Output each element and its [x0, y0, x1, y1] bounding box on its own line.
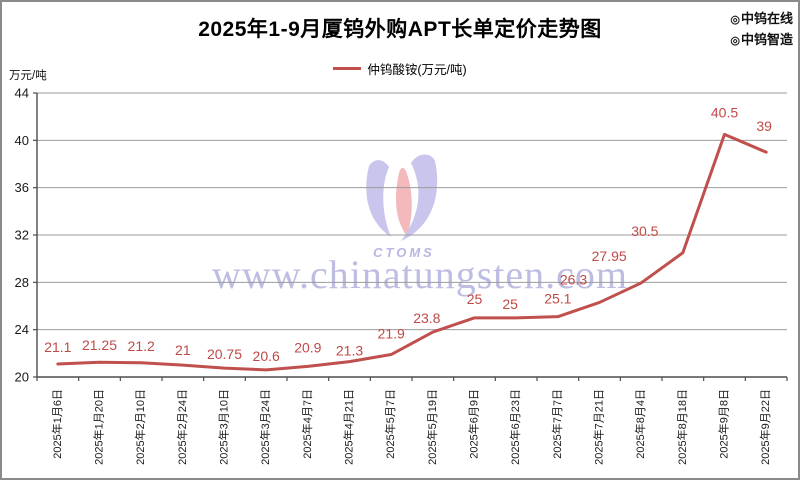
data-label: 21.3	[336, 343, 363, 359]
data-label: 21.1	[44, 339, 71, 355]
y-tick-label: 32	[15, 228, 29, 243]
x-tick-label: 2025年3月10日	[217, 389, 231, 465]
data-label: 20.6	[253, 348, 280, 364]
x-tick-label: 2025年8月18日	[675, 389, 689, 465]
x-tick-label: 2025年4月7日	[300, 389, 314, 459]
x-tick-label: 2025年4月21日	[342, 389, 356, 465]
data-label: 25	[502, 296, 518, 312]
legend: 仲钨酸铵(万元/吨)	[2, 59, 798, 78]
data-label: 21.25	[82, 337, 117, 353]
legend-label: 仲钨酸铵(万元/吨)	[367, 63, 467, 77]
data-label: 21.9	[378, 326, 405, 342]
copyright-line: ◎中钨在线	[730, 9, 793, 30]
y-tick-label: 24	[15, 322, 29, 337]
x-tick-label: 2025年6月23日	[508, 389, 522, 465]
x-tick-label: 2025年1月6日	[50, 389, 64, 459]
data-label: 26.3	[560, 271, 587, 287]
x-tick-label: 2025年5月19日	[425, 389, 439, 465]
series-line	[56, 132, 768, 372]
x-tick-label: 2025年6月9日	[467, 389, 481, 459]
x-tick-label: 2025年8月4日	[633, 389, 647, 459]
y-axis-unit-label: 万元/吨	[9, 70, 47, 82]
copyright-line: ◎中钨智造	[730, 30, 793, 51]
data-label: 23.8	[413, 310, 440, 326]
brand-dot-icon: ◎	[730, 14, 740, 26]
x-tick-label: 2025年7月21日	[592, 389, 606, 465]
x-tick-label: 2025年9月8日	[717, 389, 731, 459]
data-label: 39	[756, 118, 772, 134]
data-label: 20.75	[207, 346, 242, 362]
y-tick-label: 36	[15, 180, 29, 195]
y-tick-label: 40	[15, 133, 29, 148]
watermark-url: www.chinatungsten.com	[211, 252, 629, 297]
logo-petal-right	[401, 154, 438, 241]
watermark-logo: CTOMS	[366, 154, 438, 260]
x-tick-label: 2025年2月10日	[133, 389, 147, 465]
y-tick-label: 28	[15, 275, 29, 290]
x-tick-label: 2025年9月22日	[758, 389, 772, 465]
data-label: 27.95	[592, 248, 627, 264]
data-label: 25	[467, 291, 483, 307]
y-tick-label: 20	[15, 370, 29, 385]
logo-petal-left	[366, 160, 391, 237]
data-label: 21	[175, 342, 191, 358]
data-label: 21.2	[128, 338, 155, 354]
data-label: 25.1	[544, 291, 571, 307]
x-tick-label: 2025年1月20日	[92, 389, 106, 465]
chart-title: 2025年1-9月厦钨外购APT长单定价走势图	[198, 18, 602, 41]
copyright-text: 中钨智造	[740, 32, 793, 47]
data-label: 30.5	[631, 223, 658, 239]
y-tick-label: 44	[15, 86, 29, 101]
x-tick-label: 2025年5月7日	[383, 389, 397, 459]
watermark-brand-text: CTOMS	[373, 245, 435, 260]
data-label: 40.5	[711, 104, 738, 120]
copyright-block: ◎中钨在线 ◎中钨智造	[730, 9, 793, 51]
copyright-text: 中钨在线	[740, 11, 793, 26]
brand-dot-icon: ◎	[730, 35, 740, 47]
x-tick-label: 2025年7月7日	[550, 389, 564, 459]
x-tick-label: 2025年2月24日	[175, 389, 189, 465]
data-label: 20.9	[294, 339, 321, 355]
legend-line-swatch	[333, 67, 362, 70]
logo-petal-pink	[395, 167, 412, 236]
x-tick-label: 2025年3月24日	[258, 389, 272, 465]
